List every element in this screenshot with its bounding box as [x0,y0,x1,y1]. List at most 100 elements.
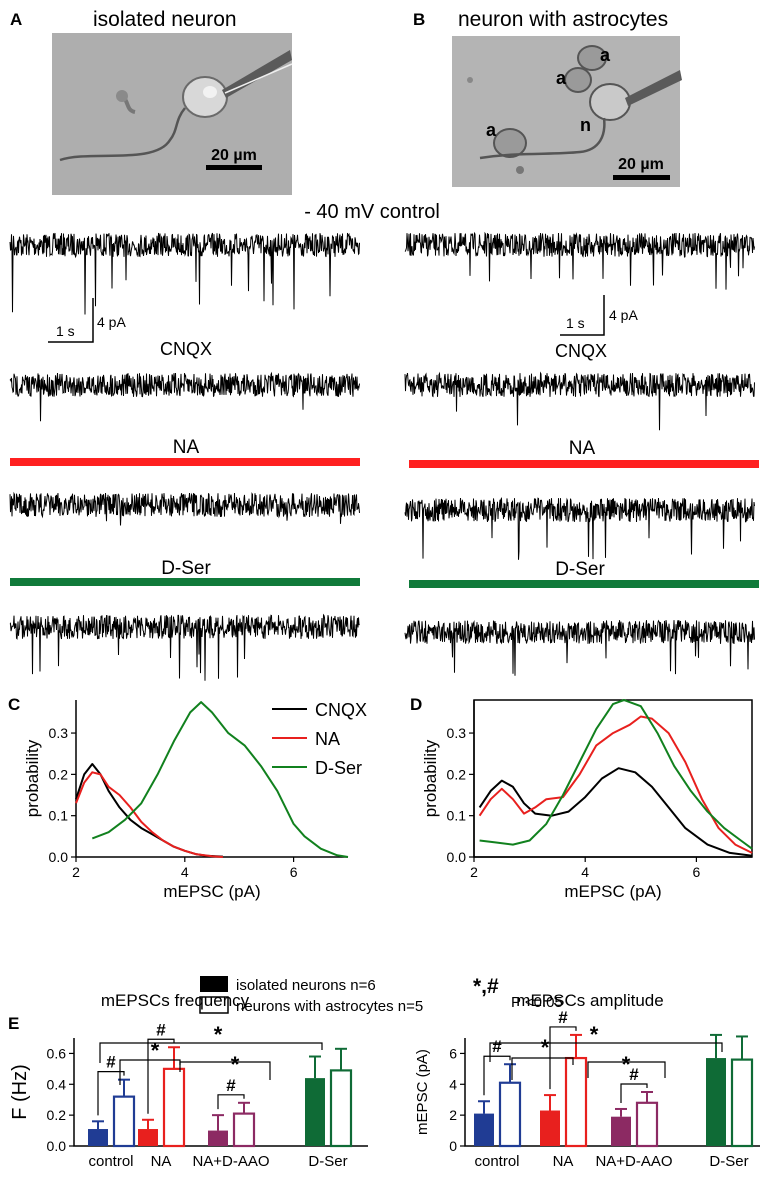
series-line-cnqx [478,767,753,857]
significance-star: * [622,1052,631,1077]
trace-control-astro [404,231,755,290]
scalebar-current-label-b: 4 pA [609,307,638,323]
category-label: control [88,1153,133,1170]
y-tick-label: 0 [449,1138,457,1154]
scalebar-current-label: 4 pA [97,314,126,330]
y-tick-label: 0.2 [47,1107,67,1123]
bar-astrocytes [730,1058,754,1148]
astrocyte-label-3: a [486,120,497,140]
legend-c: CNQX NA D-Ser [272,700,367,778]
bar-isolated [706,1058,726,1146]
bar-astrocytes [498,1081,522,1148]
trace-cnqx-astro [404,371,755,431]
y-tick-label: 0.4 [47,1076,67,1092]
significance-star: * [151,1038,160,1063]
significance-hash: # [492,1037,502,1056]
significance-bracket [489,1042,723,1062]
trace-dser-astro [404,619,755,676]
na-bar-left [10,458,360,466]
bar-isolated [474,1113,494,1146]
series-line-na [478,715,753,854]
neuron-label: n [580,115,591,135]
category-label: NA+D-AAO [595,1153,672,1170]
y-tick-label: 0.3 [447,725,467,741]
axes [473,700,752,858]
y-tick-label: 0.2 [447,766,467,782]
panel-a-title: isolated neuron [93,8,237,31]
significance-hash: # [226,1076,236,1095]
bar-isolated [611,1116,631,1146]
y-tick-label: 0.0 [49,849,69,865]
series-line-d-ser [91,701,349,858]
series-line-na [75,771,223,858]
panel-d-letter: D [410,695,422,714]
bar-isolated [88,1129,108,1146]
micrograph-neuron-astrocytes: a a n a 20 µm [452,36,682,187]
na-label-left: NA [173,437,200,458]
scalebar-a [206,165,262,170]
significance-star: * [214,1022,223,1047]
holding-potential-label: - 40 mV control [304,201,440,223]
frequency-title: mEPSCs frequency [101,991,250,1010]
bar-astrocytes [329,1069,353,1148]
traces [9,231,755,681]
significance-bracket [147,1038,175,1114]
scalebar-time-label: 1 s [56,323,75,339]
category-label: NA [553,1153,574,1170]
na-label-right: NA [569,438,596,459]
significance-bracket [179,1061,271,1080]
cnqx-label-right: CNQX [555,341,607,361]
significance-hash: # [558,1008,568,1027]
legend-e-open: neurons with astrocytes n=5 [236,998,423,1015]
trace-scalebar-left: 1 s 4 pA [48,298,126,343]
trace-dser-isolated [9,613,360,681]
x-tick-label: 2 [72,864,80,880]
trace-control-isolated [9,232,360,315]
legend-na: NA [315,729,340,749]
x-axis-label: mEPSC (pA) [163,882,260,901]
series-line-cnqx [75,763,223,858]
significance-star: * [231,1052,240,1077]
panel-d-chart: 2 4 6 0.0 0.1 0.2 0.3 mEPSC (pA) probability [421,699,753,901]
panel-a-letter: A [10,10,22,29]
significance-bracket [217,1094,245,1110]
trace-cnqx-isolated [9,371,360,422]
y-tick-label: 0.2 [49,766,69,782]
bar-isolated [305,1078,325,1146]
significance-bracket [511,1057,574,1080]
category-label: D-Ser [308,1153,347,1170]
y-axis-label: mEPSC (pA) [414,1049,431,1135]
y-axis-label: F (Hz) [9,1064,31,1120]
dser-bar-right [409,580,759,588]
panel-c-letter: C [8,695,20,714]
bar-astrocytes [112,1095,136,1148]
y-tick-label: 0.1 [447,808,467,824]
y-axis-label: probability [23,739,42,817]
frequency-bar-chart: 0.0 0.2 0.4 0.6 F (Hz) control NA NA+D-AAO D-Ser… [9,1020,368,1170]
na-bar-right [409,460,759,468]
scalebar-b [613,175,670,180]
panel-e-letter: E [8,1014,19,1033]
legend-dser: D-Ser [315,758,362,778]
category-label: control [474,1153,519,1170]
significance-bracket [620,1083,648,1103]
category-label: D-Ser [709,1153,748,1170]
y-tick-label: 0.0 [47,1138,67,1154]
y-tick-label: 6 [449,1045,457,1061]
significance-star: * [541,1035,550,1060]
legend-cnqx: CNQX [315,700,367,720]
trace-scalebar-right: 1 s 4 pA [560,295,638,336]
significance-text: P <0.05 [511,994,563,1011]
axes [75,700,348,858]
bar-astrocytes [162,1067,186,1148]
significance-bracket [97,1071,125,1116]
x-tick-label: 4 [581,864,589,880]
panel-b-letter: B [413,10,425,29]
x-tick-label: 2 [470,864,478,880]
significance-star: * [590,1022,599,1047]
y-axis-label: probability [421,739,440,817]
bar-astrocytes [564,1056,588,1148]
x-axis-label: mEPSC (pA) [564,882,661,901]
